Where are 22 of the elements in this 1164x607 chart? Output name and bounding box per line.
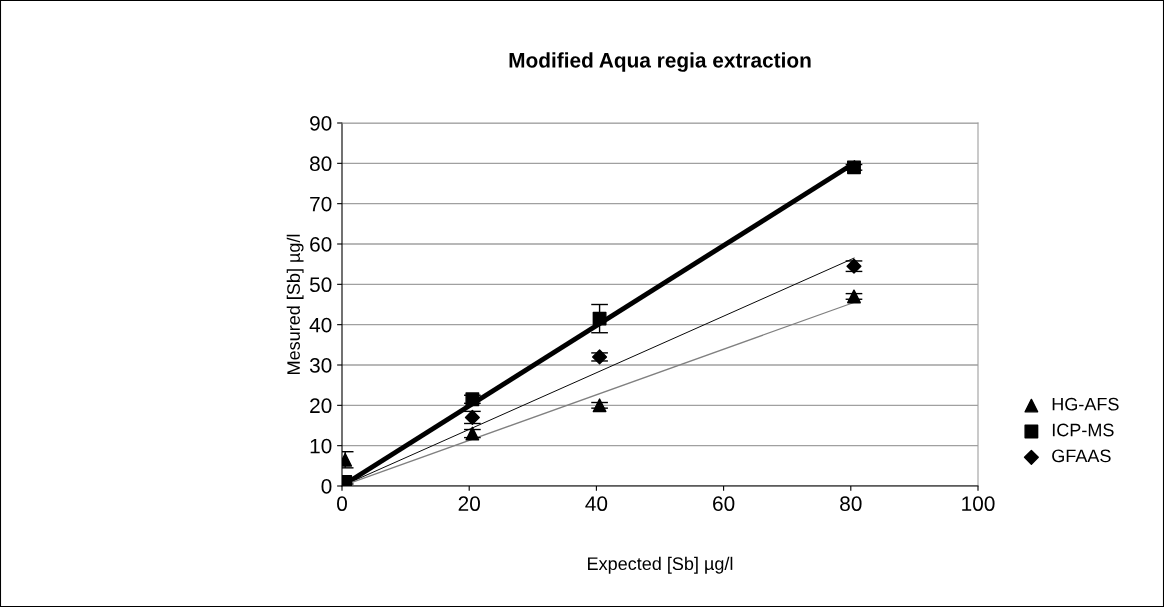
y-tick-label: 90 xyxy=(310,116,332,131)
legend-label: HG-AFS xyxy=(1052,397,1119,411)
y-tick-label: 60 xyxy=(310,237,332,252)
legend-label: ICP-MS xyxy=(1052,423,1114,437)
y-tick-label: 50 xyxy=(309,277,332,293)
y-axis-title: Mesured [Sb] µg/l xyxy=(286,234,304,374)
y-tick-label: 10 xyxy=(310,438,332,454)
x-tick-label: 100 xyxy=(962,496,995,512)
x-axis-title: Expected [Sb] µg/l xyxy=(588,556,733,574)
x-tick-label: 20 xyxy=(458,496,480,512)
chart-title: Modified Aqua regia extraction xyxy=(509,52,811,72)
y-tick-label: 30 xyxy=(309,358,332,373)
x-tick-label: 40 xyxy=(585,496,608,512)
x-tick-label: 0 xyxy=(337,496,347,512)
y-tick-label: 70 xyxy=(310,196,332,212)
y-tick-label: 0 xyxy=(321,479,332,494)
y-tick-label: 20 xyxy=(310,398,332,414)
legend-label: GFAAS xyxy=(1052,449,1111,463)
x-tick-label: 80 xyxy=(840,496,862,512)
y-tick-label: 40 xyxy=(309,317,332,333)
y-tick-label: 80 xyxy=(310,156,332,172)
x-tick-label: 60 xyxy=(713,496,735,512)
